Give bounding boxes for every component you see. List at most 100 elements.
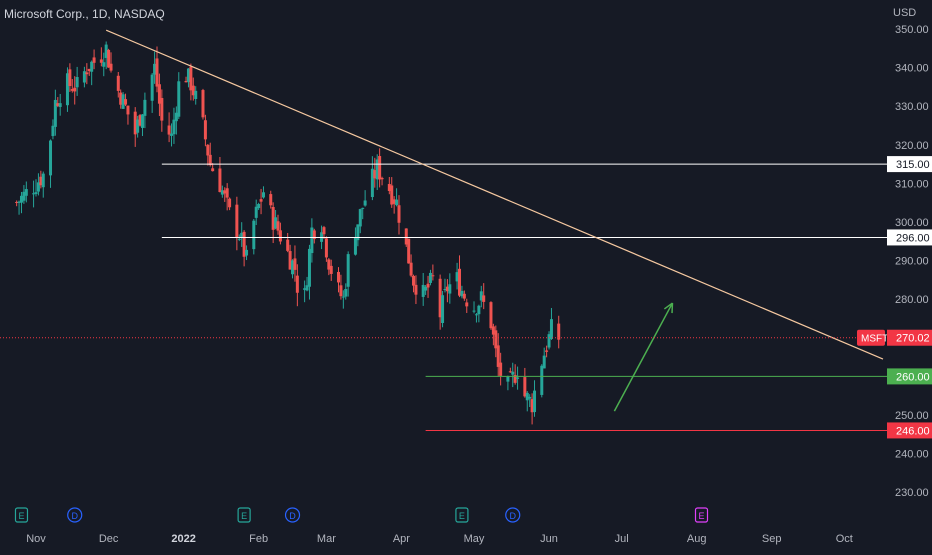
price-tick-label: 240.00 [895,449,929,461]
candle-body [228,199,231,208]
candle [201,89,204,120]
candle-body [201,90,204,117]
candle-body [465,302,468,306]
candle-body [342,297,345,298]
time-tick-label: 2022 [171,533,195,545]
price-tick-label: 350.00 [895,24,929,36]
candle-body [431,275,434,276]
candle-body [269,194,272,205]
candle-body [211,168,214,171]
candle-body [463,294,466,299]
time-tick-label: Aug [687,533,707,545]
candle [540,364,543,397]
price-tick-label: 230.00 [895,487,929,499]
candle-body [277,221,280,230]
event-marker-letter: E [18,511,24,521]
candle-body [160,98,163,121]
candle-body [252,221,255,249]
candle-body [359,209,362,226]
candle-body [296,276,299,293]
time-tick-label: May [464,533,485,545]
time-tick-label: Oct [836,533,853,545]
candle-body [410,263,413,276]
candle-body [35,192,38,194]
candle-body [354,238,357,255]
event-marker-letter: D [71,511,78,521]
candle-body [322,227,325,234]
candle-body [441,295,444,323]
symbol-title: Microsoft Corp., 1D, NASDAQ [4,7,165,21]
level-price-label: 260.00 [896,371,930,383]
candle-body [473,311,476,312]
candle-body [412,276,415,286]
time-tick-label: Dec [99,533,119,545]
candle-body [516,377,519,378]
candle-body [293,258,296,269]
candle-body [257,204,260,208]
event-marker-letter: E [459,511,465,521]
candle-body [543,356,546,369]
time-tick-label: Sep [762,533,782,545]
candle-body [550,319,553,339]
level-price-label: 246.00 [896,425,930,437]
candle-body [344,289,347,297]
time-tick-label: Apr [393,533,410,545]
candle-body [209,155,212,165]
price-tick-label: 310.00 [895,178,929,190]
event-marker-letter: E [241,511,247,521]
candle-body [204,120,207,139]
candle-body [177,81,180,116]
candle-body [378,156,381,179]
candle-body [141,114,144,127]
price-tick-label: 320.00 [895,140,929,152]
time-tick-label: Mar [317,533,336,545]
candle-body [422,285,425,297]
candle-body [407,239,410,264]
candle-body [235,205,238,238]
candle-body [90,62,93,72]
candle-body [475,314,478,315]
candle-body [364,200,367,205]
candle-body [395,200,398,205]
candle-body [361,208,364,209]
candle-body [172,120,175,135]
candle-body [545,350,548,351]
candle-body [238,239,241,240]
candle-body [151,75,154,101]
event-marker-letter: D [289,511,296,521]
candle-body [42,174,45,188]
candle-body [226,188,229,197]
candle-body [85,72,88,74]
candle-body [110,64,113,71]
candle-body [325,238,328,257]
time-tick-label: Jun [540,533,558,545]
candle-body [279,230,282,241]
candle-body [143,100,146,116]
candle-body [49,141,52,176]
candle-body [59,103,62,107]
candle-body [482,295,485,302]
candle-body [126,106,129,115]
candle-body [347,254,350,287]
candle-body [218,168,221,192]
candle-body [286,240,289,251]
price-tick-label: 340.00 [895,63,929,75]
candle-body [398,205,401,223]
candle-body [117,76,120,91]
candle-body [25,189,28,196]
candle-body [260,199,263,202]
candle-body [102,62,105,67]
candle-body [156,58,159,86]
candle-body [68,69,71,86]
candle [489,301,492,330]
candle-body [533,391,536,412]
price-tick-label: 330.00 [895,101,929,113]
candle-body [448,284,451,293]
candle-body [337,272,340,282]
price-tick-label: 280.00 [895,294,929,306]
candle-body [499,363,502,376]
candle-body [76,77,79,87]
